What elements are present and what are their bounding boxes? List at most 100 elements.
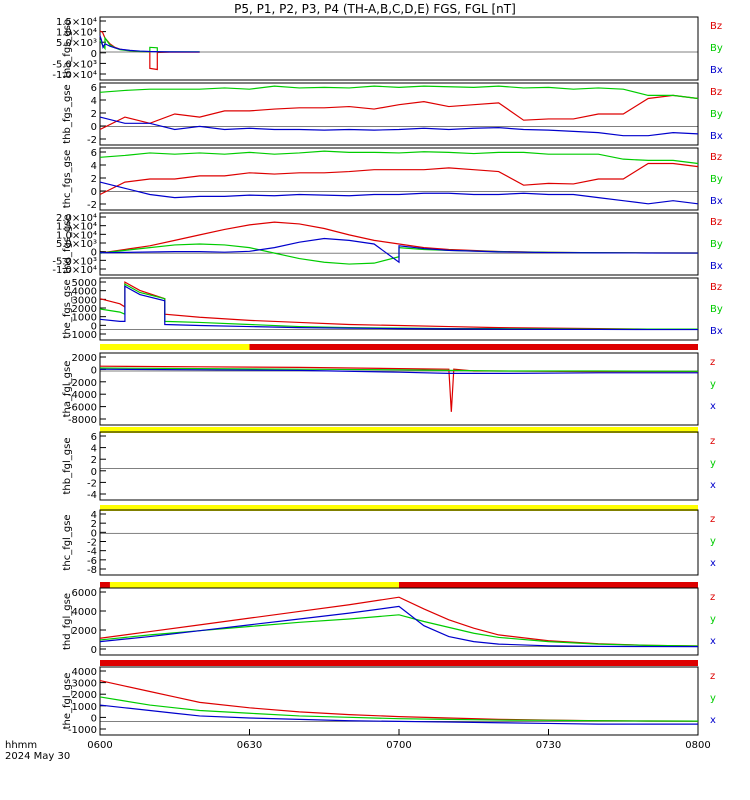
y-tick-label: 1.5×10⁴ (56, 17, 97, 28)
legend-entry: By (710, 239, 723, 250)
legend-entry: By (710, 43, 723, 54)
y-tick-label: -5.0×10³ (52, 256, 97, 267)
y-axis-label: the_fgs_gse (62, 279, 73, 338)
y-tick-label: 2000 (72, 626, 97, 637)
series-line-x (99, 368, 698, 374)
legend-entry: Bz (710, 21, 722, 32)
legend-entry: z (710, 436, 715, 447)
legend-entry: Bx (710, 131, 723, 142)
y-tick-label: 6 (91, 148, 97, 159)
legend-entry: x (710, 558, 716, 569)
x-tick-label: 0800 (685, 740, 710, 751)
y-tick-label: -2000 (68, 378, 97, 389)
series-line-By (99, 36, 200, 53)
y-tick-label: 2 (91, 109, 97, 120)
y-tick-label: 4 (91, 161, 97, 172)
panel-frame (99, 82, 699, 146)
legend-entry: x (710, 401, 716, 412)
y-tick-label: 6 (91, 83, 97, 94)
y-tick-label: 4000 (72, 287, 97, 298)
y-axis-label: tha_fgl_gse (62, 361, 73, 418)
x-axis-date: 2024 May 30 (5, 751, 70, 762)
panel-frame (99, 277, 699, 341)
y-axis-label: thb_fgl_gse (62, 438, 73, 495)
y-tick-label: 4 (91, 444, 97, 455)
legend-entry: Bx (710, 326, 723, 337)
x-tick-label: 0630 (237, 740, 262, 751)
y-axis-label: thb_fgs_gse (62, 84, 73, 143)
y-tick-label: -1000 (68, 330, 97, 341)
legend-entry: z (710, 592, 715, 603)
status-bar-segment (100, 660, 698, 666)
status-bar-segment (399, 582, 698, 588)
y-tick-label: 4000 (72, 607, 97, 618)
y-axis-label: thd_fgs_gse (62, 214, 73, 273)
series-line-x (99, 704, 698, 725)
series-line-Bz (99, 94, 699, 131)
legend-entry: By (710, 304, 723, 315)
series-line-Bz (99, 162, 699, 196)
legend-entry: y (710, 536, 716, 547)
y-axis-label: tha_fgs_gse (62, 19, 73, 78)
y-tick-label: 2000 (72, 353, 97, 364)
legend-entry: Bx (710, 65, 723, 76)
legend-entry: Bz (710, 217, 722, 228)
y-tick-label: -5.0×10³ (52, 59, 97, 70)
y-tick-label: 0 (91, 187, 97, 198)
legend-entry: y (710, 614, 716, 625)
y-tick-label: 2 (91, 519, 97, 530)
status-bar-segment (100, 427, 698, 433)
panel-frame (99, 431, 699, 501)
legend-entry: x (710, 480, 716, 491)
legend-entry: By (710, 109, 723, 120)
y-tick-label: 2000 (72, 690, 97, 701)
y-tick-label: -4 (87, 547, 97, 558)
y-axis-label: thc_fgs_gse (62, 150, 73, 209)
series-line-z (99, 596, 699, 647)
y-tick-label: 0 (91, 713, 97, 724)
y-tick-label: 0 (91, 49, 97, 60)
legend-entry: Bz (710, 282, 722, 293)
y-tick-label: 4 (91, 96, 97, 107)
y-tick-label: 0 (91, 122, 97, 133)
legend-entry: z (710, 671, 715, 682)
panel-thd_fgs_gse: 2.0×10⁴1.5×10⁴1.0×10⁴5.0×10³0-5.0×10³-1.… (52, 212, 723, 276)
legend-entry: z (710, 357, 715, 368)
y-tick-label: 0 (91, 467, 97, 478)
y-tick-label: 0 (91, 645, 97, 656)
panel-tha_fgs_gse: 1.5×10⁴1.0×10⁴5.0×10³0-5.0×10³-1.0×10⁴th… (52, 16, 723, 81)
y-tick-label: 0 (91, 365, 97, 376)
y-tick-label: -6000 (68, 403, 97, 414)
panel-frame (99, 16, 699, 81)
series-line-By (99, 85, 699, 100)
series-line-y (99, 614, 699, 647)
panel-thc_fgl_gse: 420-2-4-6-8 thc_fgl_gse zyx (62, 509, 716, 576)
y-tick-label: 1.0×10⁴ (56, 230, 97, 241)
panel-frame (99, 509, 699, 576)
series-line-By (99, 150, 699, 165)
y-tick-label: 3000 (72, 295, 97, 306)
legend-entry: y (710, 693, 716, 704)
series-line-By (99, 283, 698, 330)
page-title: P5, P1, P2, P3, P4 (TH-A,B,C,D,E) FGS, F… (234, 2, 516, 16)
y-tick-label: 3000 (72, 679, 97, 690)
series-line-y (99, 367, 699, 372)
y-tick-label: 2 (91, 174, 97, 185)
panel-frame (99, 587, 699, 656)
legend-entry: x (710, 715, 716, 726)
y-tick-label: -1000 (68, 725, 97, 736)
panel-frame (99, 352, 699, 426)
y-tick-label: 0 (91, 248, 97, 259)
y-tick-label: 4 (91, 510, 97, 521)
y-tick-label: 5000 (72, 278, 97, 289)
series-line-Bx (99, 35, 200, 53)
status-bar-segment (109, 582, 399, 588)
panel-thd_fgl_gse: 6000 4000 2000 0 thd_fgl_gse zyx (62, 587, 716, 656)
y-tick-label: -4 (87, 490, 97, 501)
y-tick-label: -2 (87, 538, 97, 549)
y-tick-label: 1.0×10⁴ (56, 28, 97, 39)
